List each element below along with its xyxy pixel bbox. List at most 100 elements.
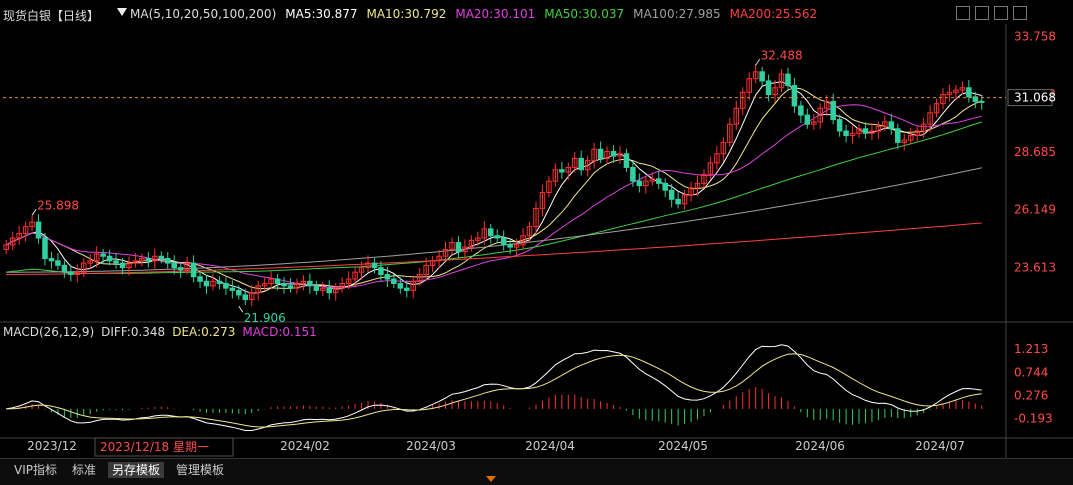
candle	[22, 221, 29, 242]
candle-body	[668, 189, 675, 200]
candle	[869, 123, 875, 141]
candle-body	[87, 260, 93, 264]
ma-value-1: MA10:30.792	[366, 7, 447, 21]
candle-body	[862, 128, 869, 134]
candle	[681, 189, 688, 210]
candle	[164, 252, 171, 269]
candle	[500, 230, 507, 251]
candle	[694, 175, 701, 196]
candle-body	[177, 267, 184, 271]
candle-body	[720, 141, 727, 155]
candle-body	[48, 258, 55, 262]
x-tick-label-6: 2024/07	[915, 439, 965, 453]
candle-body	[22, 226, 29, 234]
candle	[119, 258, 126, 275]
tab-standard[interactable]: 标准	[72, 463, 97, 477]
candle-body	[100, 253, 106, 257]
macd-chart: 2023/12 2024/02 2024/03 2024/04 2024/05 2024/…	[0, 324, 1073, 458]
candle	[223, 277, 229, 295]
ma-line-5	[6, 222, 982, 275]
candle	[42, 233, 48, 266]
scroll-marker-icon[interactable]	[486, 476, 496, 482]
macd-value: MACD:0.151	[242, 325, 317, 339]
candle	[772, 80, 778, 103]
candle-body	[739, 91, 746, 109]
candle-body	[733, 107, 740, 125]
candle	[210, 273, 216, 291]
candle	[610, 145, 617, 163]
candle	[895, 123, 901, 150]
ma-value-5: MA200:25.562	[729, 7, 818, 21]
candle-body	[785, 73, 791, 86]
candle-body	[80, 262, 87, 273]
candle	[655, 171, 662, 190]
candle-body	[836, 119, 843, 132]
layout-icon[interactable]	[956, 6, 970, 20]
candle	[565, 162, 572, 180]
candle	[559, 161, 565, 179]
candle-body	[533, 207, 539, 228]
candle	[552, 163, 559, 187]
candle-body	[106, 255, 113, 262]
candle	[785, 67, 791, 92]
candle	[914, 126, 920, 142]
candle	[526, 221, 533, 242]
ma-value-0: MA5:30.877	[285, 7, 358, 21]
candle-body	[287, 285, 294, 289]
candle	[236, 285, 242, 300]
candle-body	[856, 128, 862, 134]
candle	[727, 117, 733, 147]
candle	[29, 215, 35, 232]
candle-body	[255, 285, 261, 294]
candle	[255, 280, 261, 301]
candle	[113, 253, 119, 269]
candle	[636, 173, 643, 193]
candle	[817, 103, 824, 129]
candle-body	[365, 262, 371, 269]
candle-body	[410, 280, 417, 291]
candle-body	[203, 280, 210, 287]
candle	[475, 231, 481, 246]
candle-body	[436, 255, 442, 262]
candle-body	[429, 260, 436, 266]
candle-body	[378, 267, 384, 275]
candle-body	[300, 280, 307, 285]
x-tick-label-4: 2024/05	[658, 439, 708, 453]
candle-body	[371, 262, 378, 269]
candle-body	[946, 91, 953, 96]
minimize-icon[interactable]	[975, 6, 989, 20]
tab-vip[interactable]: VIP指标	[14, 463, 57, 477]
x-tick-label-1: 2024/02	[280, 439, 330, 453]
candle	[836, 114, 843, 137]
collapse-icon[interactable]	[117, 8, 127, 16]
candle	[933, 98, 940, 118]
candle-body	[966, 87, 972, 98]
tab-save-template[interactable]: 另存模板	[108, 462, 165, 478]
candle	[436, 249, 442, 269]
candle-body	[332, 287, 339, 294]
maximize-icon[interactable]	[994, 6, 1008, 20]
candle	[9, 231, 16, 251]
ma-line-3	[6, 121, 982, 275]
tab-manage-template[interactable]: 管理模板	[176, 463, 225, 477]
candle	[765, 74, 772, 102]
candle-body	[74, 271, 81, 275]
candle-body	[597, 148, 604, 159]
candle	[326, 280, 333, 300]
candle-body	[940, 94, 946, 105]
price-tick-label-2: 28.685	[1014, 145, 1056, 159]
candle	[481, 221, 488, 245]
candle	[55, 253, 61, 270]
candle	[307, 273, 313, 294]
candle-body	[391, 278, 397, 285]
close-icon[interactable]	[1013, 6, 1027, 20]
candle-body	[481, 228, 488, 239]
candle-body	[791, 84, 798, 107]
candle-body	[442, 248, 449, 257]
candle	[584, 155, 591, 177]
x-tick-label-0: 2023/12	[27, 439, 77, 453]
candle	[352, 267, 358, 286]
candle-body	[565, 166, 572, 173]
candle-body	[778, 73, 785, 89]
candle	[966, 80, 972, 103]
